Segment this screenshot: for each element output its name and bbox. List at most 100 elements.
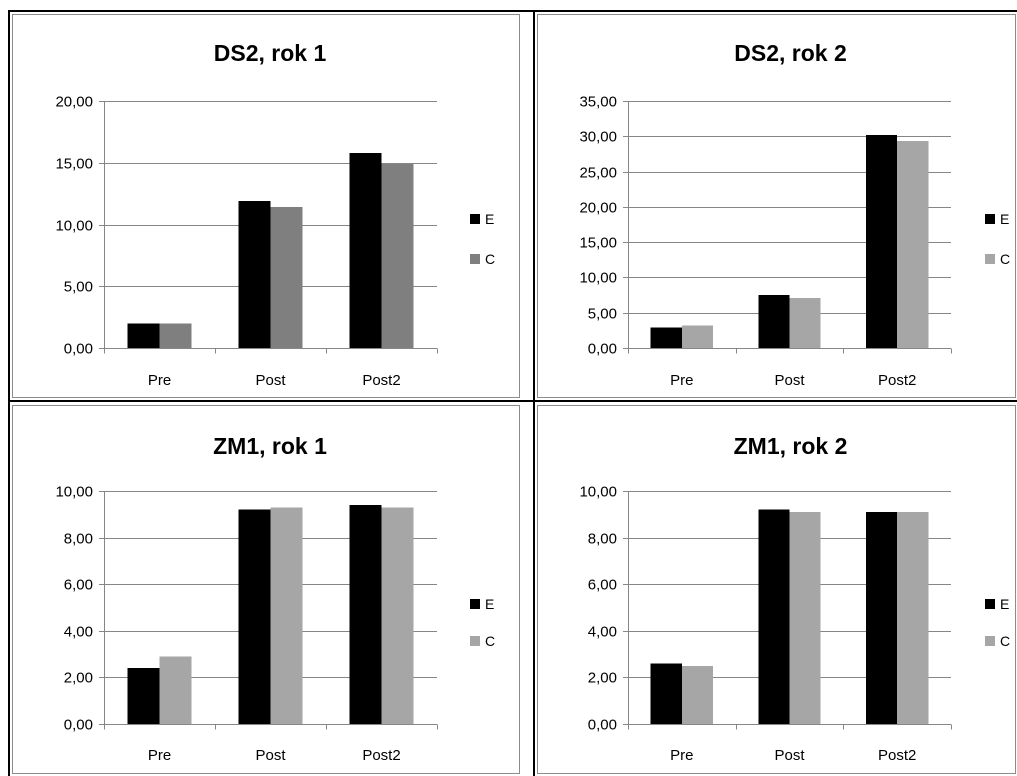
- y-tick-label: 30,00: [579, 129, 617, 146]
- legend-label-c: C: [1000, 633, 1011, 649]
- y-tick-label: 4,00: [64, 624, 93, 641]
- chart-title: ZM1, rok 1: [213, 433, 327, 459]
- y-tick-label: 6,00: [588, 577, 617, 594]
- legend-label-c: C: [1000, 251, 1011, 267]
- chart-title: ZM1, rok 2: [733, 433, 848, 459]
- bar-e-post: [238, 201, 271, 348]
- bar-c-post: [789, 297, 821, 348]
- y-tick-label: 6,00: [64, 577, 93, 594]
- bar-c-pre: [159, 656, 192, 724]
- x-tick-label: Pre: [670, 747, 693, 764]
- legend-item-c: C: [470, 634, 495, 648]
- bar-c-post2: [381, 163, 414, 348]
- bar-chart-plot: 0,00 2,00 4,00 6,00 8,00 10,00 Pre Post Post2: [579, 484, 952, 764]
- legend-swatch-c: [470, 636, 480, 646]
- x-tick-label: Post2: [362, 372, 400, 389]
- y-tick-label: 0,00: [64, 717, 93, 734]
- legend-swatch-c: [985, 254, 995, 264]
- chart-panel-zm1-rok-1[interactable]: 0,00 2,00 4,00 6,00 8,00 10,00 Pre Post Post2 ZM…: [12, 405, 520, 774]
- legend-swatch-c: [985, 636, 995, 646]
- legend-label-c: C: [485, 633, 496, 649]
- bar-e-post: [758, 295, 790, 348]
- bar-c-post: [270, 507, 303, 724]
- bar-c-post2: [897, 511, 929, 724]
- bar-chart-plot: 0,00 2,00 4,00 6,00 8,00 10,00 Pre Post Post2: [55, 484, 438, 764]
- y-tick-label: 15,00: [55, 156, 93, 173]
- chart-panel-ds2-rok-1[interactable]: 0,00 5,00 10,00 15,00 20,00 Pre Post Post2 DS2,…: [12, 14, 520, 398]
- bar-e-post: [238, 509, 271, 724]
- y-tick-label: 35,00: [579, 94, 617, 111]
- y-tick-label: 15,00: [579, 235, 617, 252]
- x-tick-label: Pre: [148, 372, 171, 389]
- bar-c-post: [789, 511, 821, 724]
- y-tick-label: 10,00: [55, 484, 93, 501]
- legend-swatch-e: [985, 599, 995, 609]
- legend-item-e: E: [985, 212, 1009, 226]
- y-tick-label: 10,00: [55, 218, 93, 235]
- y-tick-label: 25,00: [579, 165, 617, 182]
- x-tick-label: Pre: [148, 747, 171, 764]
- y-tick-label: 8,00: [588, 531, 617, 548]
- bar-c-pre: [681, 665, 714, 724]
- legend-label-e: E: [485, 596, 495, 612]
- bar-e-pre: [127, 668, 160, 724]
- legend-item-e: E: [985, 597, 1009, 611]
- y-tick-label: 0,00: [588, 717, 617, 734]
- bar-e-post2: [865, 134, 898, 348]
- legend-item-c: C: [985, 634, 1010, 648]
- y-tick-label: 10,00: [579, 270, 617, 287]
- x-tick-label: Post2: [878, 747, 916, 764]
- legend-label-c: C: [485, 251, 496, 267]
- bar-e-pre: [650, 327, 682, 348]
- bar-c-post2: [897, 141, 929, 348]
- chart-title: DS2, rok 2: [734, 40, 847, 66]
- y-tick-label: 20,00: [55, 94, 93, 111]
- bar-e-pre: [127, 323, 160, 348]
- legend-item-e: E: [470, 597, 494, 611]
- table-border-left: [8, 10, 10, 776]
- legend-item-e: E: [470, 212, 494, 226]
- legend-label-e: E: [485, 211, 495, 227]
- bar-c-pre: [159, 323, 192, 348]
- x-tick-label: Pre: [670, 372, 693, 389]
- chart-panel-zm1-rok-2[interactable]: 0,00 2,00 4,00 6,00 8,00 10,00 Pre Post Post2 ZM…: [537, 405, 1016, 774]
- legend-item-c: C: [985, 252, 1010, 266]
- y-tick-label: 2,00: [64, 670, 93, 687]
- bar-c-post2: [381, 507, 414, 724]
- table-divider-vertical: [533, 10, 535, 776]
- x-tick-label: Post: [255, 747, 286, 764]
- y-tick-label: 0,00: [64, 341, 93, 358]
- legend-swatch-c: [470, 254, 480, 264]
- legend-swatch-e: [985, 214, 995, 224]
- x-tick-label: Post2: [878, 372, 916, 389]
- legend-swatch-e: [470, 599, 480, 609]
- table-divider-horizontal: [8, 400, 1017, 402]
- legend-item-c: C: [470, 252, 495, 266]
- table-border-top: [8, 10, 1017, 12]
- bar-c-post: [270, 207, 303, 348]
- y-tick-label: 20,00: [579, 200, 617, 217]
- y-tick-label: 8,00: [64, 531, 93, 548]
- bar-chart-plot: 0,00 5,00 10,00 15,00 20,00 Pre Post Post2: [55, 94, 438, 389]
- y-tick-label: 0,00: [588, 341, 617, 358]
- bar-e-post2: [349, 504, 382, 724]
- y-tick-label: 5,00: [64, 279, 93, 296]
- x-tick-label: Post: [774, 747, 805, 764]
- legend-label-e: E: [1000, 211, 1010, 227]
- bar-c-pre: [681, 325, 714, 348]
- legend-swatch-e: [470, 214, 480, 224]
- x-tick-label: Post: [255, 372, 286, 389]
- y-tick-label: 10,00: [579, 484, 617, 501]
- y-tick-label: 5,00: [588, 306, 617, 323]
- chart-title: DS2, rok 1: [213, 40, 327, 66]
- bar-e-pre: [650, 663, 682, 724]
- y-tick-label: 4,00: [588, 624, 617, 641]
- x-tick-label: Post: [774, 372, 805, 389]
- bar-e-post: [758, 509, 790, 724]
- legend-label-e: E: [1000, 596, 1010, 612]
- chart-panel-ds2-rok-2[interactable]: 0,00 5,00 10,00 15,00 20,00 25,00 30,00 35,00 Pr…: [537, 14, 1016, 398]
- bar-chart-plot: 0,00 5,00 10,00 15,00 20,00 25,00 30,00 35,00 Pr…: [579, 94, 952, 389]
- bar-e-post2: [865, 511, 898, 724]
- bar-e-post2: [349, 152, 382, 348]
- y-tick-label: 2,00: [588, 670, 617, 687]
